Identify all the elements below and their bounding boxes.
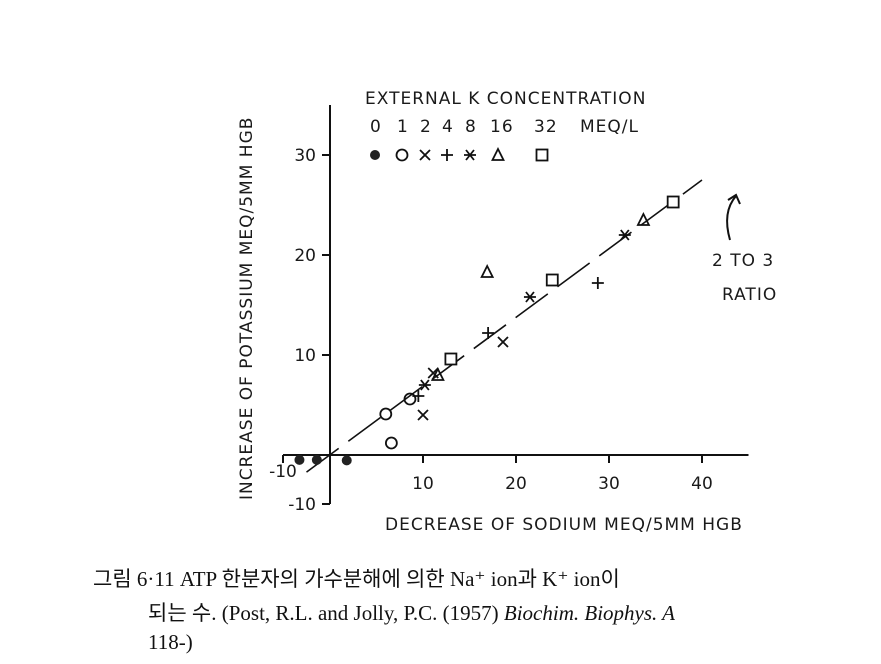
filled-circle-icon xyxy=(370,150,380,160)
data-point-triangle xyxy=(430,366,445,381)
caption-journal: Biochim. Biophys. A xyxy=(503,601,675,625)
x-tick-label: 40 xyxy=(691,474,713,494)
x-mark-icon xyxy=(417,409,429,421)
legend-concentration-0: 0 xyxy=(370,117,382,137)
x-tick-label: 20 xyxy=(505,474,527,494)
triangle-icon xyxy=(430,366,445,381)
data-points xyxy=(294,195,680,466)
legend-concentration-4: 4 xyxy=(442,117,454,137)
data-point-square xyxy=(444,352,458,366)
filled-circle-icon xyxy=(294,454,305,465)
square-icon xyxy=(666,195,680,209)
data-point-x xyxy=(417,409,429,421)
filled-circle-icon xyxy=(311,454,322,465)
legend-units: MEQ/L xyxy=(580,117,639,137)
annotation-arrow xyxy=(726,195,737,241)
data-point-asterisk xyxy=(418,379,431,391)
asterisk-icon xyxy=(418,379,431,391)
legend-concentration-8: 8 xyxy=(465,117,477,137)
triangle-icon xyxy=(480,263,495,278)
plus-icon xyxy=(482,327,495,339)
y-axis-label: INCREASE OF POTASSIUM MEQ/5MM HGB xyxy=(237,117,257,500)
legend-marker-asterisk xyxy=(464,149,476,161)
x-tick-label: -10 xyxy=(269,462,297,482)
square-icon xyxy=(545,273,559,287)
data-point-plus xyxy=(482,327,495,339)
legend-concentration-1: 1 xyxy=(397,117,409,137)
data-point-asterisk xyxy=(523,291,536,303)
data-point-triangle xyxy=(636,211,651,226)
x-axis-label: DECREASE OF SODIUM MEQ/5MM HGB xyxy=(385,515,743,535)
annotation-arrowhead xyxy=(727,193,741,205)
data-point-open-circle xyxy=(384,436,398,450)
data-point-filled-circle xyxy=(341,455,352,466)
plus-icon xyxy=(591,277,604,289)
legend-title: EXTERNAL K CONCENTRATION xyxy=(365,89,646,109)
data-point-plus xyxy=(412,390,425,402)
filled-circle-icon xyxy=(341,455,352,466)
open-circle-icon xyxy=(384,436,398,450)
triangle-icon xyxy=(491,146,505,161)
square-icon xyxy=(444,352,458,366)
data-point-open-circle xyxy=(403,392,417,406)
x-tick-label: 10 xyxy=(412,474,434,494)
x-mark-icon xyxy=(497,336,509,348)
plus-icon xyxy=(412,390,425,402)
caption-line-2-korean: 되는 수. xyxy=(148,601,217,625)
caption-citation: (Post, R.L. and Jolly, P.C. (1957) xyxy=(221,601,499,625)
data-point-square xyxy=(666,195,680,209)
plus-icon xyxy=(441,149,453,161)
open-circle-icon xyxy=(395,148,409,162)
legend-concentration-32: 32 xyxy=(534,117,558,137)
square-icon xyxy=(535,148,549,162)
legend-concentration-16: 16 xyxy=(490,117,514,137)
data-point-open-circle xyxy=(379,407,393,421)
x-tick-label: 30 xyxy=(598,474,620,494)
x-mark-icon xyxy=(419,149,431,161)
caption-line-1: 그림 6·11 ATP 한분자의 가수분해에 의한 Na⁺ ion과 K⁺ io… xyxy=(93,567,620,591)
y-tick-label: 10 xyxy=(294,346,316,366)
y-tick-label: 20 xyxy=(294,246,316,266)
triangle-icon xyxy=(636,211,651,226)
legend-marker-plus xyxy=(441,149,453,161)
asterisk-icon xyxy=(618,229,631,241)
data-point-filled-circle xyxy=(311,454,322,465)
legend-concentration-2: 2 xyxy=(420,117,432,137)
fit-line xyxy=(306,179,703,473)
y-tick-label: -10 xyxy=(288,495,316,515)
legend-marker-x xyxy=(419,149,431,161)
y-tick-label: 30 xyxy=(294,146,316,166)
data-point-filled-circle xyxy=(294,454,305,465)
legend-marker-open-circle xyxy=(395,148,409,162)
data-point-asterisk xyxy=(618,229,631,241)
asterisk-icon xyxy=(523,291,536,303)
legend-marker-filled-circle xyxy=(370,150,380,160)
caption-line-3: 118-) xyxy=(148,630,193,654)
data-point-plus xyxy=(591,277,604,289)
caption-line-2: 되는 수. (Post, R.L. and Jolly, P.C. (1957)… xyxy=(148,597,675,627)
asterisk-icon xyxy=(464,149,476,161)
open-circle-icon xyxy=(379,407,393,421)
legend: 0 1 2 4 8 16 32 xyxy=(370,117,558,162)
annotation-line1: 2 TO 3 xyxy=(712,251,774,271)
data-point-triangle xyxy=(480,263,495,278)
data-point-x xyxy=(497,336,509,348)
data-point-square xyxy=(545,273,559,287)
open-circle-icon xyxy=(403,392,417,406)
annotation-line2: RATIO xyxy=(722,285,777,305)
legend-marker-triangle xyxy=(491,146,505,161)
legend-marker-square xyxy=(535,148,549,162)
